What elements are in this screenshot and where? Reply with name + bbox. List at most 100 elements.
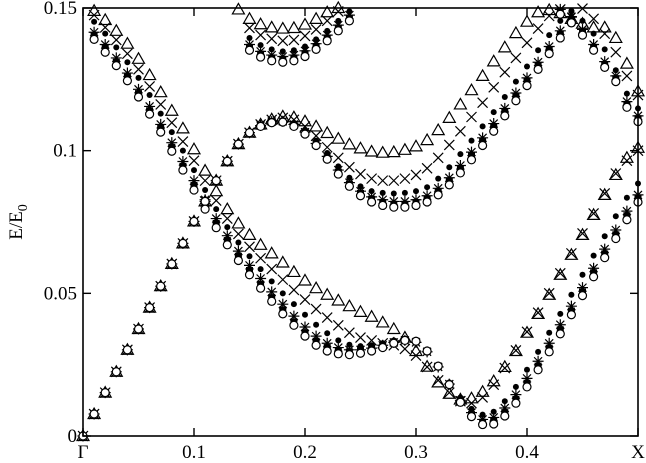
y-tick-label: 0.15 [44, 0, 77, 19]
data-point-triangle [431, 122, 446, 136]
data-point-triangle [342, 137, 357, 150]
data-point-x [399, 173, 411, 185]
data-point-asterisk [155, 118, 167, 130]
data-point-circle [267, 56, 277, 66]
data-point-circle [289, 121, 299, 132]
data-point-circle [422, 346, 432, 356]
plot-frame [82, 7, 639, 437]
data-point-circle [333, 349, 343, 359]
data-point-x [144, 81, 156, 92]
data-point-triangle [253, 237, 268, 250]
data-point-triangle [475, 384, 490, 397]
data-point-triangle [464, 391, 479, 404]
data-point-triangle [309, 11, 324, 24]
data-point-circle [300, 129, 310, 139]
chart-marks [75, 0, 646, 442]
data-point-dot [413, 188, 419, 195]
data-point-triangle [153, 84, 168, 98]
data-point-asterisk [277, 298, 289, 310]
data-point-dot [390, 190, 397, 197]
data-point-circle [478, 419, 488, 430]
data-point-circle [89, 34, 99, 44]
data-point-circle [222, 240, 232, 250]
data-point-triangle [353, 141, 368, 154]
data-point-circle [222, 156, 232, 166]
data-point-triangle [242, 227, 257, 240]
data-point-x [532, 23, 544, 34]
data-point-x [277, 274, 289, 286]
data-point-dot [213, 206, 220, 213]
data-point-circle [111, 367, 121, 377]
data-point-x [477, 392, 489, 403]
data-point-x [421, 162, 433, 174]
data-point-triangle [320, 125, 335, 139]
data-point-triangle [375, 315, 390, 328]
data-point-triangle [464, 82, 479, 96]
y-axis-label-subscript: 0 [16, 204, 31, 211]
data-point-dot [557, 310, 564, 317]
data-point-x [543, 10, 555, 22]
data-point-circle [211, 176, 221, 186]
series-x [77, 3, 644, 442]
data-point-triangle [286, 264, 301, 278]
data-point-dot [457, 151, 464, 158]
data-point-dot [235, 239, 242, 246]
data-point-triangle [264, 246, 279, 259]
x-tick-label: Γ [78, 442, 89, 463]
data-point-triangle [453, 97, 468, 110]
data-point-triangle [342, 298, 357, 312]
data-point-x [88, 9, 100, 21]
x-tick-label: 0.2 [293, 442, 317, 463]
data-point-x [299, 30, 311, 42]
data-point-triangle [275, 255, 290, 268]
data-point-circle [244, 270, 255, 280]
data-point-dot [113, 44, 120, 51]
data-point-x [321, 15, 333, 27]
data-point-circle [167, 146, 177, 156]
data-point-x [288, 34, 300, 46]
y-tick-label: 0 [68, 426, 78, 447]
data-point-x [610, 46, 622, 58]
data-point-x [321, 312, 333, 324]
data-point-circle [133, 324, 144, 334]
data-point-dot [601, 233, 608, 240]
data-point-circle [311, 340, 321, 350]
data-point-asterisk [610, 224, 622, 236]
data-point-dot [257, 266, 264, 273]
data-point-triangle [264, 20, 279, 33]
data-point-triangle [619, 56, 634, 69]
series-asterisk [77, 3, 644, 442]
data-point-x [410, 169, 422, 181]
data-point-circle [422, 197, 432, 207]
data-point-circle [289, 56, 299, 66]
data-point-triangle [131, 51, 146, 64]
data-point-circle [344, 16, 354, 26]
y-axis-label: E/E0 [6, 204, 31, 240]
data-point-asterisk [521, 72, 533, 84]
data-point-asterisk [577, 282, 588, 294]
data-point-triangle [198, 163, 213, 176]
data-point-x [377, 175, 389, 187]
data-point-asterisk [221, 230, 233, 242]
data-point-circle [278, 57, 288, 67]
data-point-triangle [597, 20, 612, 33]
data-point-circle [145, 303, 155, 313]
data-point-circle [389, 202, 399, 212]
data-point-dot [268, 278, 275, 285]
data-point-x [477, 97, 489, 109]
data-point-dot [446, 164, 453, 171]
data-point-dot [535, 348, 542, 355]
data-point-circle [400, 335, 410, 346]
data-point-dot [246, 253, 253, 260]
data-point-circle [267, 296, 277, 306]
data-point-circle [322, 346, 332, 356]
data-point-triangle [397, 142, 412, 155]
data-point-asterisk [599, 243, 611, 255]
data-point-circle [244, 45, 255, 55]
data-point-circle [444, 180, 454, 190]
data-point-triangle [286, 20, 301, 34]
data-point-asterisk [321, 337, 333, 349]
data-point-circle [433, 190, 443, 200]
data-point-circle [577, 291, 588, 301]
